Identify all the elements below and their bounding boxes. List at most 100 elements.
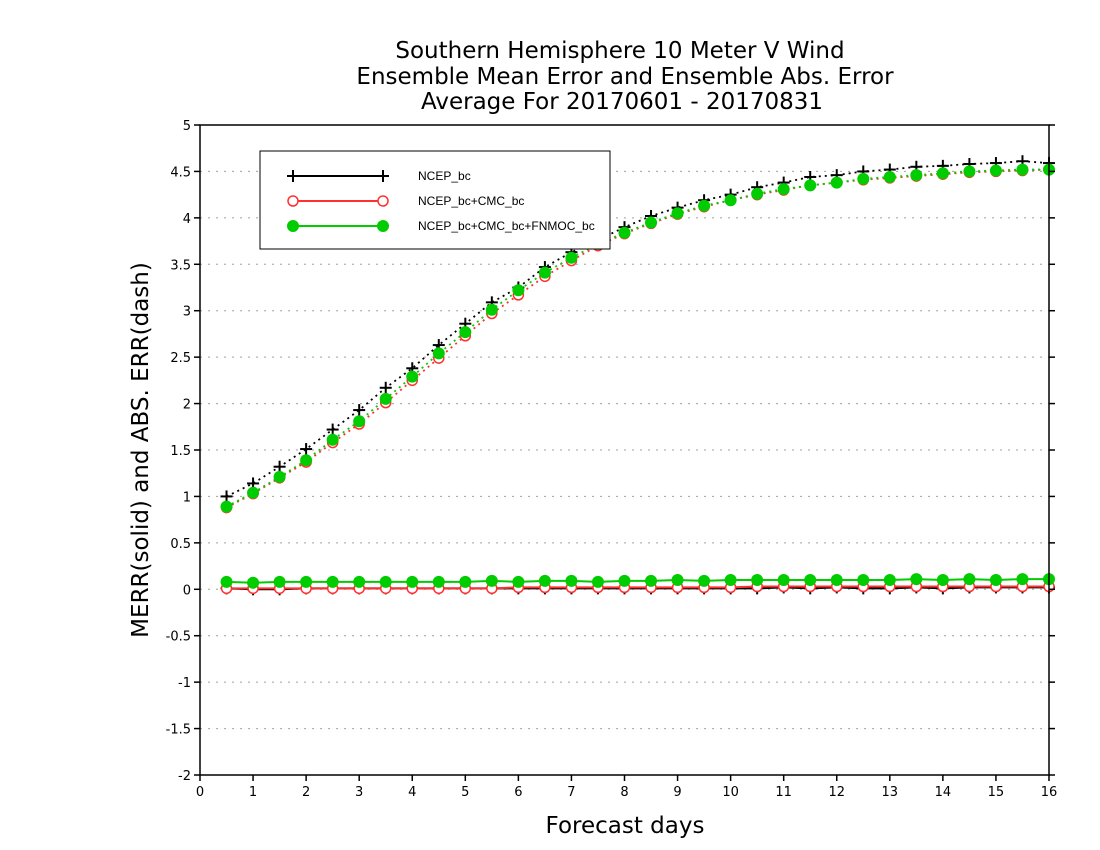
x-tick-label: 15 bbox=[988, 785, 1005, 800]
merr-point bbox=[565, 574, 578, 587]
title-line-1: Southern Hemisphere 10 Meter V Wind bbox=[395, 38, 844, 64]
merr-line bbox=[226, 578, 1049, 584]
y-tick-label: 1.5 bbox=[170, 444, 191, 459]
abs-err-point bbox=[406, 370, 419, 383]
chart-title: Southern Hemisphere 10 Meter V Wind Ense… bbox=[356, 38, 894, 115]
abs-err-point bbox=[485, 303, 498, 316]
abs-err-point bbox=[512, 284, 525, 297]
abs-err-point bbox=[353, 404, 366, 417]
abs-err-point bbox=[989, 164, 1002, 177]
merr-point bbox=[485, 574, 498, 587]
legend-item: NCEP_bc+CMC_bc+FNMOC_bc bbox=[287, 219, 595, 233]
x-tick-label: 10 bbox=[722, 785, 739, 800]
abs-err-point bbox=[220, 500, 233, 513]
abs-err-point bbox=[645, 216, 658, 229]
y-tick-label: 1 bbox=[183, 490, 191, 505]
x-tick-label: 5 bbox=[461, 785, 469, 800]
abs-err-point bbox=[751, 187, 764, 200]
abs-err-point bbox=[618, 226, 631, 239]
legend-marker bbox=[287, 195, 299, 207]
merr-point bbox=[326, 575, 339, 588]
title-line-3: Average For 20170601 - 20170831 bbox=[421, 89, 823, 115]
merr-point bbox=[459, 575, 472, 588]
merr-point bbox=[538, 574, 551, 587]
y-tick-label: 5 bbox=[183, 119, 191, 134]
abs-err-point bbox=[963, 165, 976, 178]
abs-err-point bbox=[910, 169, 923, 182]
y-tick-label: -1.5 bbox=[166, 723, 191, 738]
x-tick-label: 3 bbox=[355, 785, 363, 800]
x-tick-label: 0 bbox=[196, 785, 204, 800]
x-tick-label: 2 bbox=[302, 785, 310, 800]
legend-marker bbox=[377, 195, 389, 207]
merr-point bbox=[963, 573, 976, 586]
abs-err-point bbox=[247, 486, 260, 499]
abs-err-point bbox=[1016, 163, 1029, 176]
merr-point bbox=[353, 575, 366, 588]
y-tick-label: 3 bbox=[183, 305, 191, 320]
legend-marker bbox=[287, 220, 299, 232]
merr-point bbox=[777, 574, 790, 586]
merr-point bbox=[830, 574, 843, 586]
merr-point bbox=[883, 574, 896, 586]
legend-item: NCEP_bc+CMC_bc bbox=[287, 194, 524, 208]
x-tick-label: 14 bbox=[935, 785, 952, 800]
abs-err-point bbox=[565, 251, 578, 264]
merr-point bbox=[247, 576, 260, 589]
merr-point bbox=[220, 575, 233, 588]
abs-err-point bbox=[883, 171, 896, 183]
abs-err-point bbox=[379, 392, 392, 405]
x-tick-label: 16 bbox=[1041, 785, 1058, 800]
x-tick-label: 9 bbox=[673, 785, 681, 800]
legend-marker bbox=[377, 170, 389, 182]
abs-err-point bbox=[804, 179, 817, 192]
merr-point bbox=[804, 574, 817, 586]
merr-point bbox=[698, 574, 711, 587]
y-tick-label: -2 bbox=[178, 769, 191, 784]
y-tick-label: 2.5 bbox=[170, 351, 191, 366]
merr-point bbox=[645, 574, 658, 587]
x-tick-label: 1 bbox=[249, 785, 257, 800]
abs-err-point bbox=[857, 172, 870, 185]
merr-point bbox=[910, 573, 923, 586]
y-tick-label: -0.5 bbox=[166, 630, 191, 645]
x-tick-label: 12 bbox=[828, 785, 845, 800]
legend: NCEP_bc NCEP_bc+CMC_bc NCEP_bc+CMC_bc+FNMO… bbox=[259, 150, 611, 250]
title-line-2: Ensemble Mean Error and Ensemble Abs. Er… bbox=[356, 64, 894, 90]
x-tick-label: 11 bbox=[775, 785, 792, 800]
legend-label: NCEP_bc bbox=[418, 169, 471, 183]
axis-ticks: -2-1.5-1-0.500.511.522.533.544.550 1 2 3 4 5 6… bbox=[166, 119, 1058, 800]
legend-item: NCEP_bc bbox=[287, 169, 471, 183]
abs-err-point bbox=[936, 167, 949, 180]
abs-err-point bbox=[326, 433, 339, 446]
merr-point bbox=[936, 574, 949, 586]
abs-err-point bbox=[698, 199, 711, 212]
abs-err-point bbox=[459, 326, 472, 339]
x-tick-label: 13 bbox=[882, 785, 899, 800]
gridlines bbox=[200, 170, 1049, 730]
abs-err-point bbox=[300, 443, 313, 456]
y-tick-label: 3.5 bbox=[170, 258, 191, 273]
merr-point bbox=[1016, 573, 1029, 586]
merr-point bbox=[432, 575, 445, 588]
abs-err-point bbox=[300, 454, 313, 467]
x-axis-label: Forecast days bbox=[546, 813, 705, 839]
merr-point bbox=[989, 574, 1002, 586]
abs-err-point bbox=[777, 183, 790, 196]
merr-point bbox=[273, 575, 286, 588]
legend-marker bbox=[377, 220, 389, 232]
merr-point bbox=[857, 574, 870, 586]
abs-err-point bbox=[538, 266, 551, 279]
x-tick-label: 8 bbox=[620, 785, 628, 800]
merr-point bbox=[300, 575, 313, 588]
y-axis-label: MERR(solid) and ABS. ERR(dash) bbox=[128, 262, 154, 638]
abs-err-point bbox=[220, 490, 233, 503]
y-tick-label: 0.5 bbox=[170, 537, 191, 552]
abs-err-point bbox=[379, 381, 392, 394]
merr-point bbox=[379, 575, 392, 588]
x-tick-label: 7 bbox=[567, 785, 575, 800]
y-tick-label: 4 bbox=[183, 212, 191, 227]
y-tick-label: 4.5 bbox=[170, 165, 191, 180]
x-tick-label: 6 bbox=[514, 785, 522, 800]
